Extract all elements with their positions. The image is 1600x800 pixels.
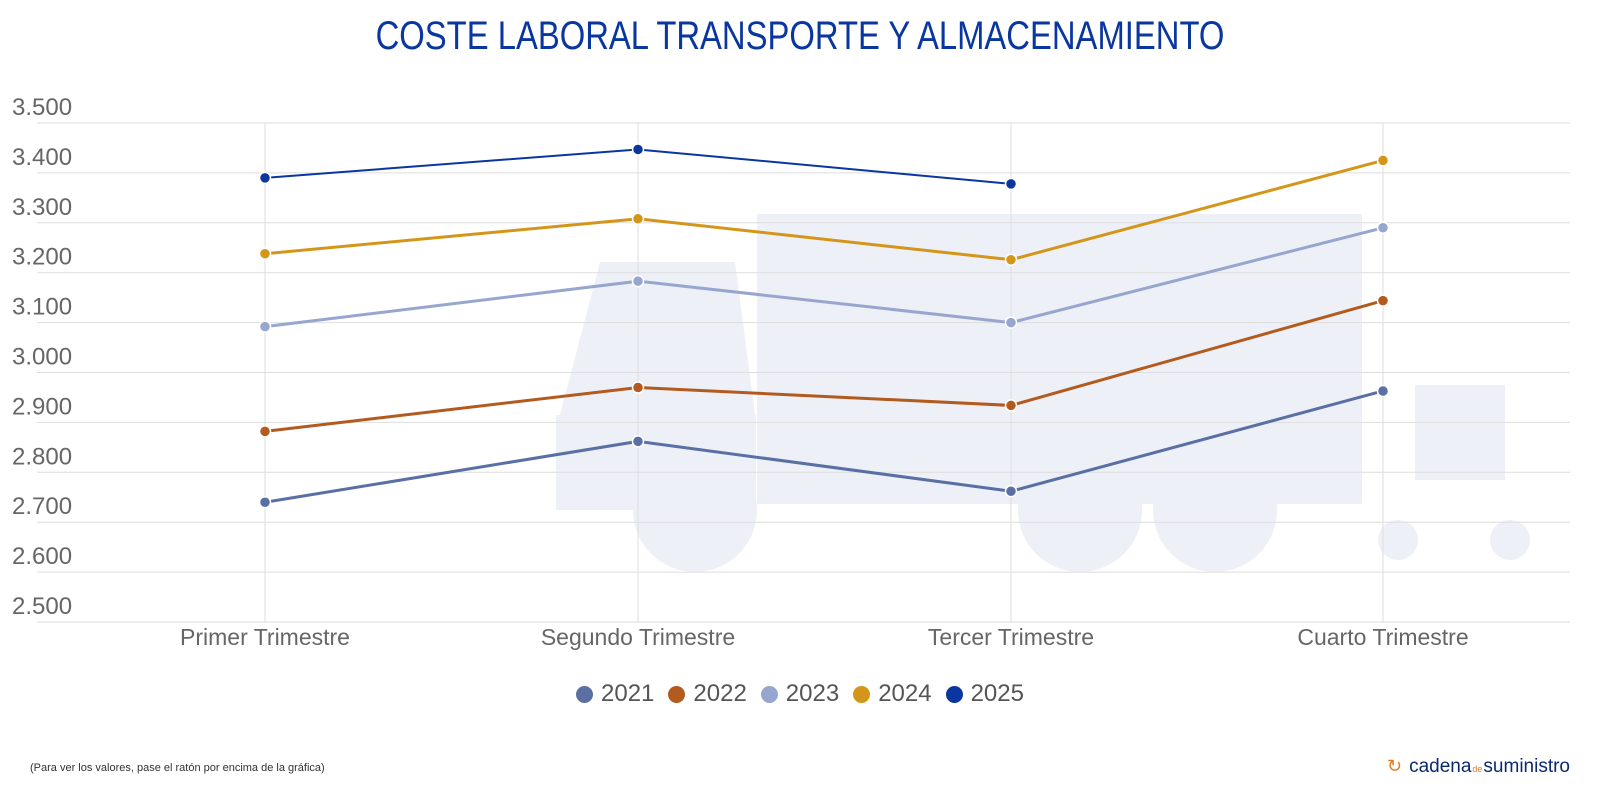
data-point-2022[interactable] xyxy=(1004,399,1018,412)
data-point-2025[interactable] xyxy=(1004,177,1018,191)
data-point-2023[interactable] xyxy=(631,274,645,288)
y-tick-label: 2.600 xyxy=(12,543,72,570)
chart-title: COSTE LABORAL TRANSPORTE Y ALMACENAMIENT… xyxy=(375,14,1225,58)
data-point-2022[interactable] xyxy=(258,425,272,438)
y-tick-label: 3.200 xyxy=(12,244,72,271)
data-point-2024[interactable] xyxy=(631,212,645,226)
data-point-2022[interactable] xyxy=(1376,294,1390,307)
data-point-2023[interactable] xyxy=(1376,221,1390,235)
series-line-2024 xyxy=(264,158,1384,262)
data-point-2023[interactable] xyxy=(258,320,272,333)
data-point-2024[interactable] xyxy=(1004,253,1018,266)
series-line-2022 xyxy=(264,299,1384,433)
legend-item-2024[interactable]: 2024 xyxy=(853,680,932,708)
data-point-2022[interactable] xyxy=(631,381,645,394)
legend: 2021 2022 2023 2024 2025 xyxy=(0,680,1600,708)
y-tick-label: 2.900 xyxy=(12,393,72,420)
truck-watermark xyxy=(556,214,1530,572)
x-tick-label: Primer Trimestre xyxy=(180,624,350,650)
y-tick-label: 3.300 xyxy=(12,194,72,221)
series-line-2023 xyxy=(264,226,1384,329)
legend-marker xyxy=(760,685,778,703)
legend-marker xyxy=(576,685,594,703)
legend-label: 2023 xyxy=(785,680,840,707)
legend-item-2021[interactable]: 2021 xyxy=(576,680,654,708)
y-tick-label: 3.100 xyxy=(12,294,72,321)
data-point-2021[interactable] xyxy=(1376,384,1390,398)
y-tick-label: 2.500 xyxy=(12,593,72,620)
data-point-2025[interactable] xyxy=(258,171,272,185)
legend-label: 2021 xyxy=(601,680,655,707)
y-tick-label: 3.500 xyxy=(12,94,72,121)
legend-item-2025[interactable]: 2025 xyxy=(945,680,1024,708)
legend-marker xyxy=(853,685,871,703)
x-tick-label: Segundo Trimestre xyxy=(541,624,735,650)
y-tick-label: 2.800 xyxy=(12,443,72,470)
legend-label: 2024 xyxy=(878,680,932,707)
legend-item-2023[interactable]: 2023 xyxy=(760,680,840,708)
legend-item-2022[interactable]: 2022 xyxy=(668,680,747,708)
data-point-2024[interactable] xyxy=(1376,154,1390,167)
legend-marker xyxy=(945,685,963,703)
cadena-de-suministro-logo: ↻ cadena de suministro xyxy=(1386,756,1570,777)
data-point-2021[interactable] xyxy=(631,435,645,448)
legend-label: 2022 xyxy=(693,680,747,707)
logo-refresh-icon: ↻ xyxy=(1386,756,1403,776)
data-point-2024[interactable] xyxy=(258,247,272,260)
y-tick-label: 3.000 xyxy=(12,344,72,371)
y-tick-label: 3.400 xyxy=(12,144,72,171)
x-tick-label: Tercer Trimestre xyxy=(928,624,1094,650)
data-point-2021[interactable] xyxy=(258,495,272,509)
legend-marker xyxy=(668,685,686,703)
series-line-2021 xyxy=(264,389,1384,504)
footer-note: (Para ver los valores, pase el ratón por… xyxy=(30,762,325,774)
data-point-2023[interactable] xyxy=(1004,316,1018,329)
data-point-2021[interactable] xyxy=(1004,485,1018,498)
data-point-2025[interactable] xyxy=(631,143,645,156)
legend-label: 2025 xyxy=(970,680,1024,707)
x-tick-label: Cuarto Trimestre xyxy=(1297,624,1468,650)
y-tick-label: 2.700 xyxy=(12,493,72,520)
